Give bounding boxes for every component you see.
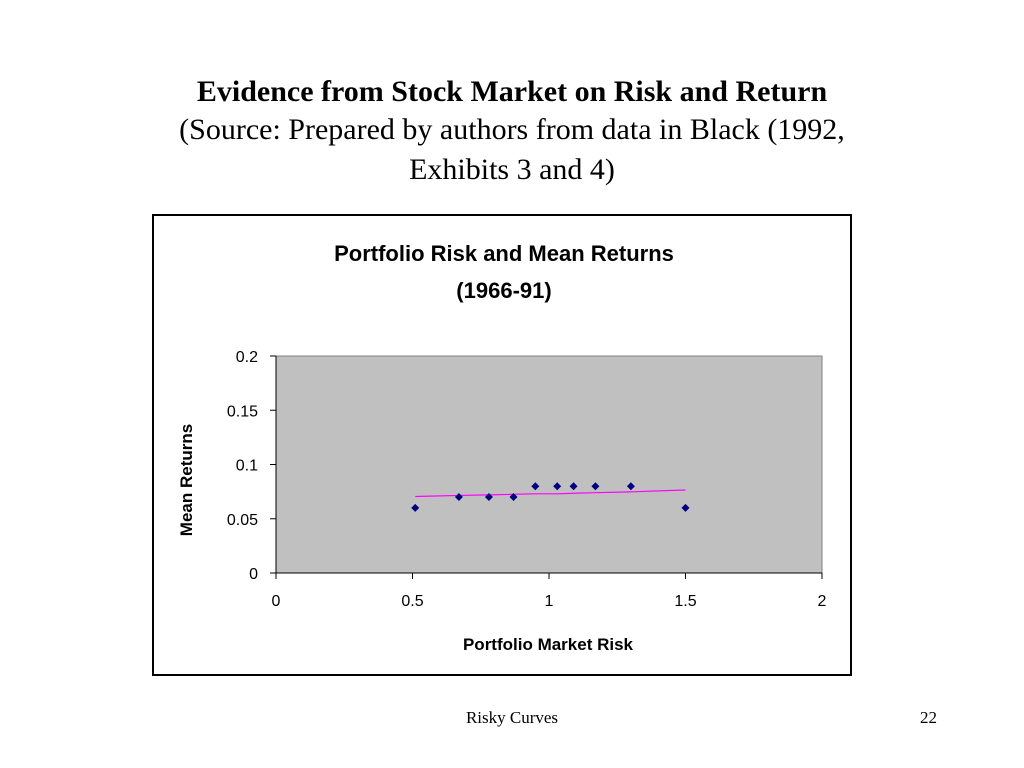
data-point (454, 493, 463, 502)
chart-title-line-1: Portfolio Risk and Mean Returns (334, 241, 674, 266)
y-tick-label: 0.15 (227, 403, 258, 420)
data-point (509, 493, 518, 502)
y-axis-ticks: 0 0.05 0.1 0.15 0.2 (227, 349, 276, 583)
data-point (411, 503, 420, 512)
x-tick-label: 1.5 (674, 593, 696, 610)
page-number: 22 (920, 708, 937, 727)
x-tick-label: 2 (818, 593, 827, 610)
data-point (626, 482, 635, 491)
data-point (569, 482, 578, 491)
data-point (531, 482, 540, 491)
x-tick-label: 0.5 (401, 593, 423, 610)
data-point (681, 503, 690, 512)
plot-area (275, 355, 823, 574)
x-axis-label: Portfolio Market Risk (463, 635, 634, 654)
y-tick-label: 0.1 (236, 458, 258, 475)
trendline (415, 489, 686, 498)
x-tick-label: 0 (272, 593, 281, 610)
y-tick-label: 0.2 (236, 349, 258, 366)
slide-subtitle-line-2: Exhibits 3 and 4) (409, 153, 615, 186)
x-tick-label: 1 (545, 593, 554, 610)
y-axis-label: Mean Returns (177, 424, 196, 536)
x-axis-ticks: 0 0.5 1 1.5 2 (272, 573, 827, 610)
slide-title: Evidence from Stock Market on Risk and R… (196, 75, 828, 108)
chart-title-line-2: (1966-91) (456, 278, 551, 303)
data-point (484, 493, 493, 502)
data-points (411, 482, 690, 512)
y-tick-label: 0 (249, 566, 258, 583)
footer-text: Risky Curves (465, 708, 559, 727)
data-point (553, 482, 562, 491)
scatter-chart: Portfolio Risk and Mean Returns (1966-91… (177, 241, 827, 654)
slide-title-block: Evidence from Stock Market on Risk and R… (0, 74, 1024, 190)
slide-subtitle-line-1: (Source: Prepared by authors from data i… (179, 113, 845, 146)
chart-frame: Portfolio Risk and Mean Returns (1966-91… (152, 214, 852, 676)
y-tick-label: 0.05 (227, 512, 258, 529)
data-point (591, 482, 600, 491)
